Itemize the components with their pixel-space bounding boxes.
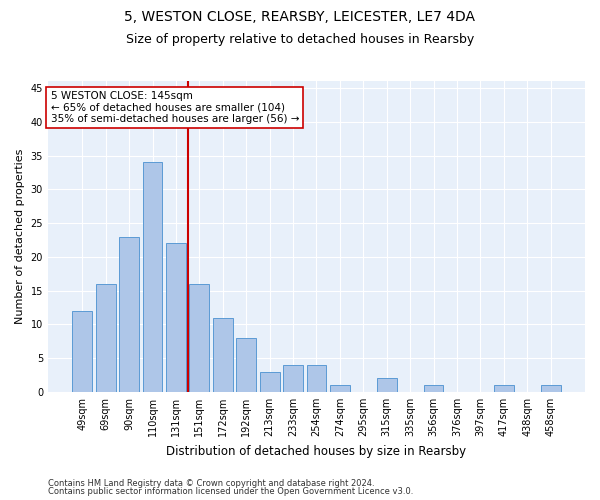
Bar (119, 236, 139, 392)
Bar (330, 385, 350, 392)
Bar (166, 244, 186, 392)
Bar (73, 311, 92, 392)
Bar (213, 318, 233, 392)
Text: Contains HM Land Registry data © Crown copyright and database right 2024.: Contains HM Land Registry data © Crown c… (48, 478, 374, 488)
Text: Size of property relative to detached houses in Rearsby: Size of property relative to detached ho… (126, 32, 474, 46)
Bar (541, 385, 560, 392)
Bar (494, 385, 514, 392)
Bar (307, 365, 326, 392)
Y-axis label: Number of detached properties: Number of detached properties (15, 149, 25, 324)
Bar (260, 372, 280, 392)
Text: 5, WESTON CLOSE, REARSBY, LEICESTER, LE7 4DA: 5, WESTON CLOSE, REARSBY, LEICESTER, LE7… (125, 10, 476, 24)
Bar (424, 385, 443, 392)
X-axis label: Distribution of detached houses by size in Rearsby: Distribution of detached houses by size … (166, 444, 467, 458)
Bar (236, 338, 256, 392)
Bar (377, 378, 397, 392)
Bar (143, 162, 163, 392)
Text: Contains public sector information licensed under the Open Government Licence v3: Contains public sector information licen… (48, 487, 413, 496)
Bar (96, 284, 116, 392)
Text: 5 WESTON CLOSE: 145sqm
← 65% of detached houses are smaller (104)
35% of semi-de: 5 WESTON CLOSE: 145sqm ← 65% of detached… (50, 91, 299, 124)
Bar (190, 284, 209, 392)
Bar (283, 365, 303, 392)
